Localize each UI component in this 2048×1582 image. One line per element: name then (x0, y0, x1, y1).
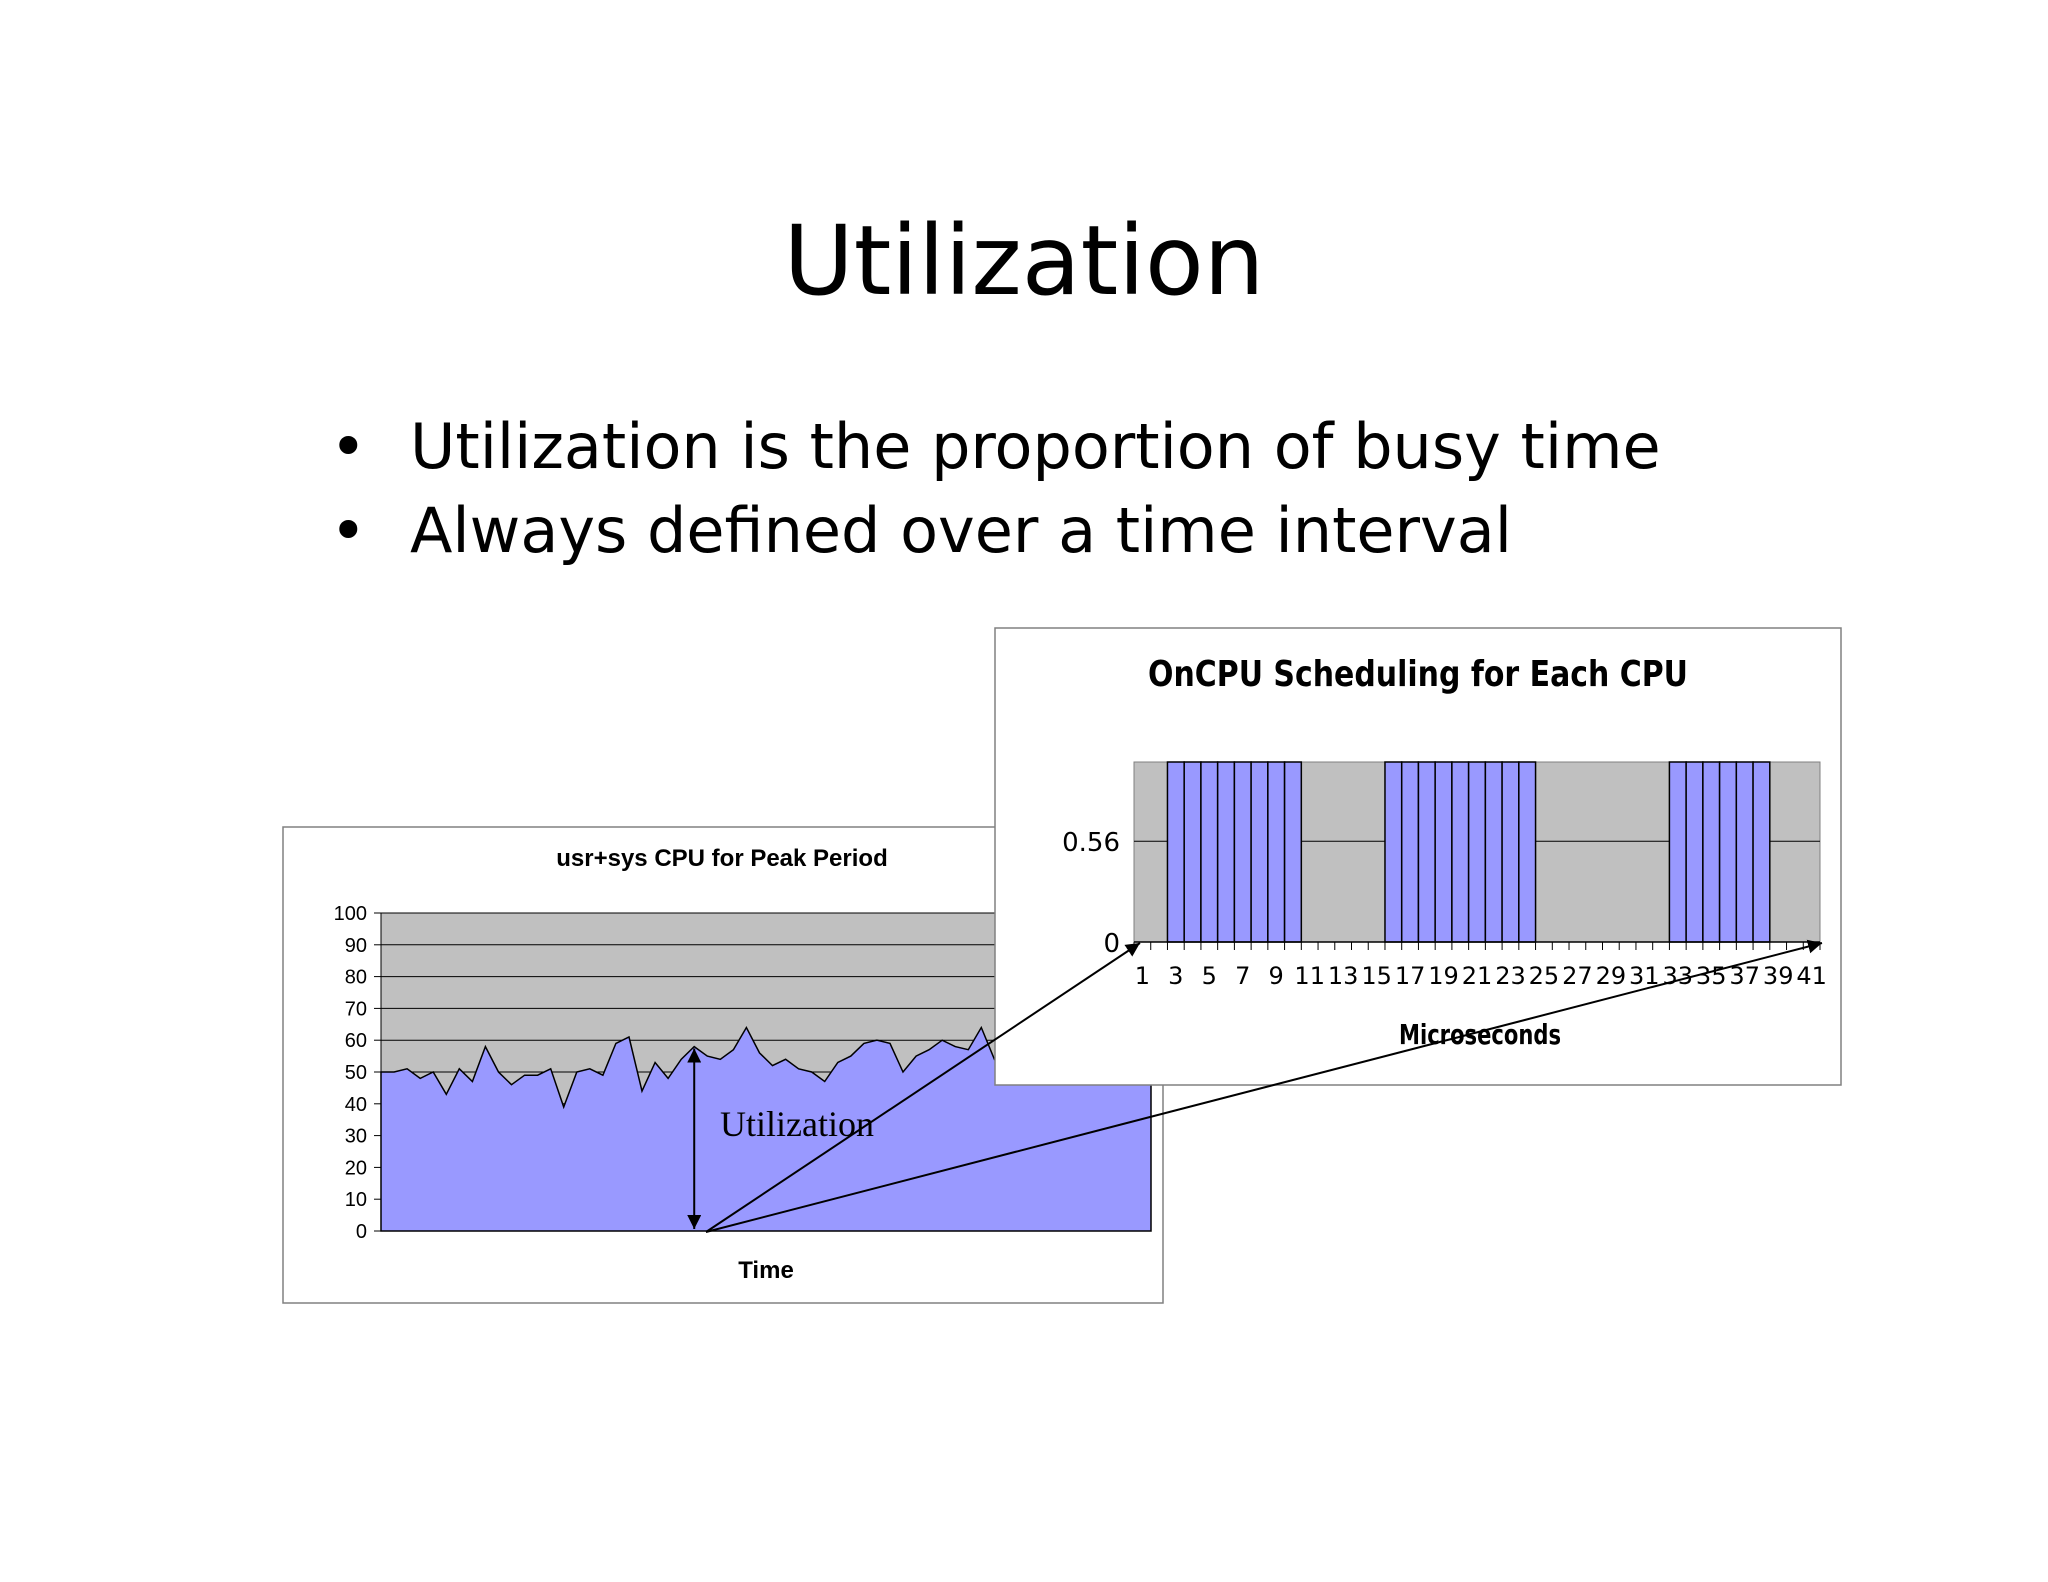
x-tick-label: 31 (1629, 962, 1660, 990)
x-tick-label: 19 (1428, 962, 1459, 990)
bar (1166, 761, 1185, 943)
x-tick-label: 1 (1135, 962, 1150, 990)
y-tick-label: 10 (345, 1189, 367, 1211)
x-tick-label: 15 (1361, 962, 1392, 990)
x-tick-label: 39 (1763, 962, 1794, 990)
x-tick-label: 11 (1294, 962, 1325, 990)
y-tick-label: 50 (345, 1062, 367, 1084)
y-axis: 00.56 (1062, 828, 1120, 959)
bar (1283, 761, 1303, 943)
x-tick-label: 23 (1495, 962, 1526, 990)
x-tick-label: 41 (1796, 962, 1827, 990)
connector-arrow (705, 939, 1823, 1233)
x-axis-label: Time (738, 1257, 794, 1284)
y-tick-label: 80 (345, 967, 367, 989)
y-tick-label: 70 (345, 998, 367, 1020)
x-tick-label: 33 (1663, 962, 1694, 990)
bar (1518, 761, 1537, 943)
y-tick-label: 40 (345, 1094, 367, 1116)
y-tick-label: 20 (345, 1157, 367, 1179)
bar (1752, 761, 1771, 943)
bullet-item: Always defined over a time interval (330, 489, 1661, 573)
bar (1484, 761, 1503, 943)
bar (1400, 761, 1420, 943)
bar (1250, 761, 1269, 943)
bullet-item: Utilization is the proportion of busy ti… (330, 405, 1661, 489)
utilization-annotation: Utilization (720, 1104, 874, 1144)
bar (1384, 761, 1403, 943)
bullet-list: Utilization is the proportion of busy ti… (330, 405, 1661, 573)
x-tick-label: 17 (1395, 962, 1426, 990)
slide-title: Utilization (783, 205, 1265, 317)
connector-arrow (705, 942, 1141, 1233)
x-axis: 1 3 5 7 9 11 13 15 17 19 21 23 25 27 29 31 33 35 37 39 41 (1133, 941, 1827, 990)
bar (1200, 761, 1219, 943)
chart-title: usr+sys CPU for Peak Period (556, 845, 887, 872)
x-tick-label: 35 (1696, 962, 1727, 990)
x-tick-label: 25 (1529, 962, 1560, 990)
bar (1718, 761, 1738, 943)
bar (1467, 761, 1487, 943)
bar (1233, 761, 1252, 943)
y-tick-label: 90 (345, 935, 367, 957)
bar (1668, 761, 1687, 943)
bar (1702, 761, 1721, 943)
x-tick-label: 3 (1168, 962, 1183, 990)
y-tick-label: 0.56 (1062, 828, 1120, 858)
bars (1166, 761, 1771, 943)
bar (1451, 761, 1470, 943)
x-tick-label: 9 (1269, 962, 1284, 990)
x-tick-label: 7 (1235, 962, 1250, 990)
x-tick-label: 27 (1562, 962, 1593, 990)
bar (1735, 761, 1754, 943)
x-tick-label: 21 (1462, 962, 1493, 990)
y-tick-label: 60 (345, 1030, 367, 1052)
bar (1216, 761, 1236, 943)
connector-arrows (705, 939, 1823, 1233)
y-tick-label: 0 (356, 1221, 367, 1243)
x-tick-label: 5 (1202, 962, 1217, 990)
y-tick-label: 100 (334, 903, 367, 925)
x-tick-label: 13 (1328, 962, 1359, 990)
chart-title: OnCPU Scheduling for Each CPU (1148, 654, 1688, 695)
bar (1501, 761, 1520, 943)
bar (1417, 761, 1436, 943)
y-tick-label: 0 (1103, 929, 1120, 959)
bar (1183, 761, 1202, 943)
y-axis: 0 10 20 30 40 50 60 70 80 90 100 (334, 903, 382, 1243)
bar (1434, 761, 1453, 943)
bar (1685, 761, 1704, 943)
y-tick-label: 30 (345, 1126, 367, 1148)
bar (1267, 761, 1286, 943)
x-tick-label: 29 (1596, 962, 1627, 990)
